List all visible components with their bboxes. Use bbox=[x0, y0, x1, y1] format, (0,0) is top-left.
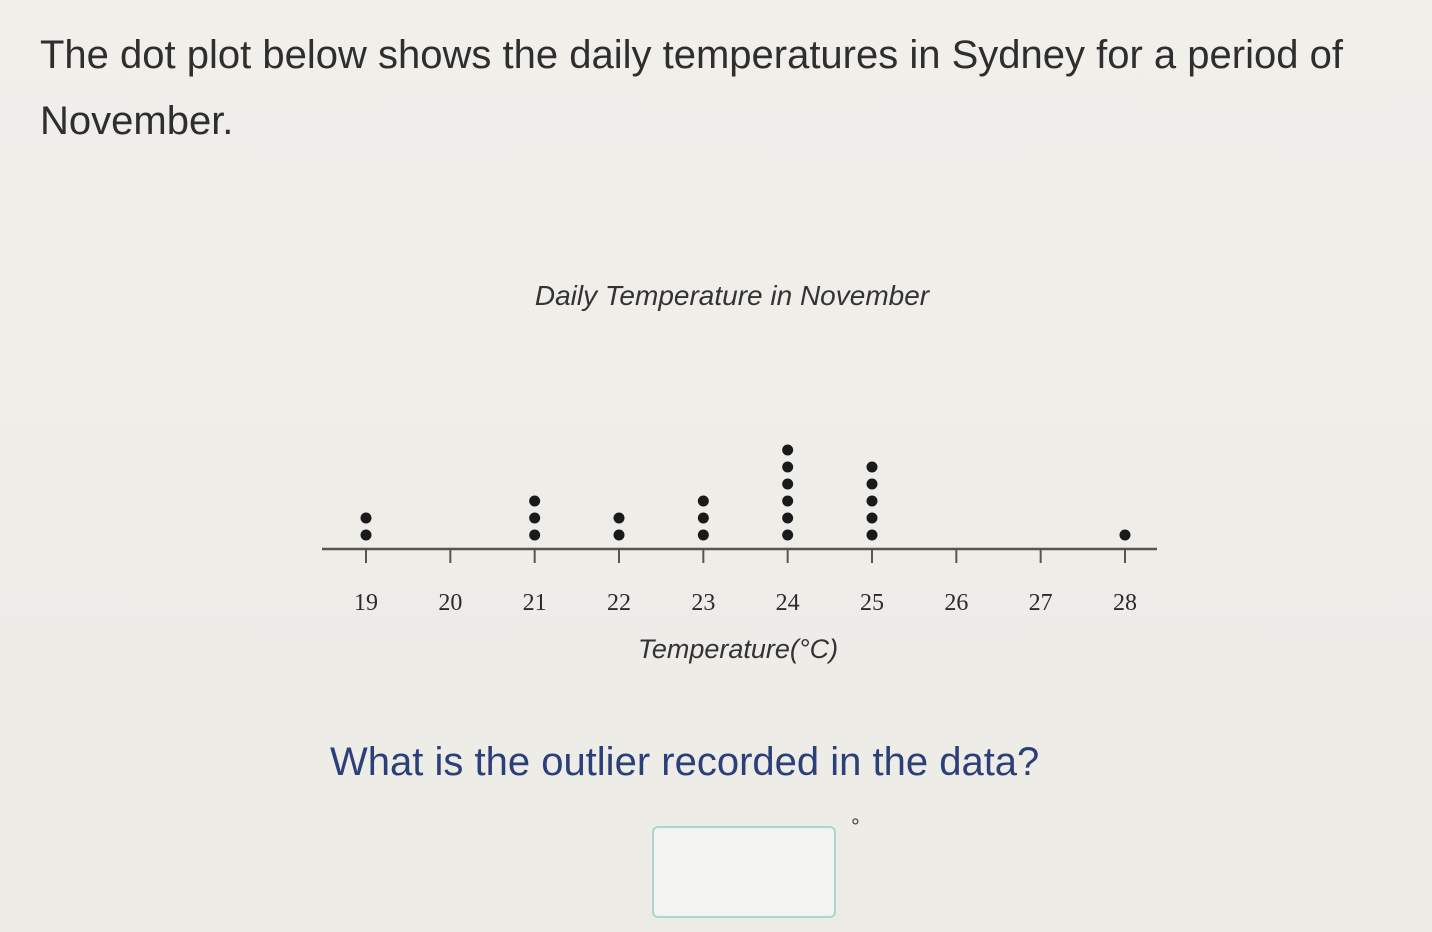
dot-21-3 bbox=[529, 495, 541, 507]
tick-label-23: 23 bbox=[691, 590, 715, 616]
x-axis-label: Temperature(°C) bbox=[638, 634, 838, 664]
dot-22-1 bbox=[613, 529, 625, 541]
tick-label-21: 21 bbox=[523, 590, 547, 616]
intro-text: The dot plot below shows the daily tempe… bbox=[40, 33, 1343, 143]
dot-24-3 bbox=[782, 495, 794, 507]
dot-24-6 bbox=[782, 444, 794, 456]
tick-label-22: 22 bbox=[607, 590, 631, 616]
dot-25-4 bbox=[866, 478, 878, 490]
dot-24-1 bbox=[782, 529, 794, 541]
dot-23-3 bbox=[697, 495, 709, 507]
dot-24-2 bbox=[782, 512, 794, 524]
question-text: What is the outlier recorded in the data… bbox=[330, 740, 1040, 784]
tick-label-24: 24 bbox=[776, 590, 800, 616]
tick-label-25: 25 bbox=[860, 590, 884, 616]
dot-21-1 bbox=[529, 529, 541, 541]
tick-label-20: 20 bbox=[438, 590, 462, 616]
tick-label-19: 19 bbox=[354, 590, 378, 616]
tick-label-27: 27 bbox=[1029, 590, 1053, 616]
answer-input[interactable] bbox=[652, 826, 836, 918]
chart-title: Daily Temperature in November bbox=[535, 280, 931, 311]
dot-24-5 bbox=[782, 461, 794, 473]
dot-25-5 bbox=[866, 461, 878, 473]
dot-25-2 bbox=[866, 512, 878, 524]
tick-label-26: 26 bbox=[944, 590, 968, 616]
tick-label-28: 28 bbox=[1113, 590, 1137, 616]
dot-23-1 bbox=[697, 529, 709, 541]
dot-25-1 bbox=[866, 529, 878, 541]
dot-21-2 bbox=[529, 512, 541, 524]
dot-19-2 bbox=[360, 512, 372, 524]
data-dots bbox=[360, 444, 1131, 541]
dot-19-1 bbox=[360, 529, 372, 541]
dot-25-3 bbox=[866, 495, 878, 507]
dot-24-4 bbox=[782, 478, 794, 490]
dot-22-2 bbox=[613, 512, 625, 524]
degree-mark: ° bbox=[851, 814, 860, 839]
x-axis-ticks: 19 20 21 22 23 24 25 26 27 28 bbox=[354, 549, 1137, 616]
dot-23-2 bbox=[697, 512, 709, 524]
dot-28-1 bbox=[1119, 529, 1131, 541]
